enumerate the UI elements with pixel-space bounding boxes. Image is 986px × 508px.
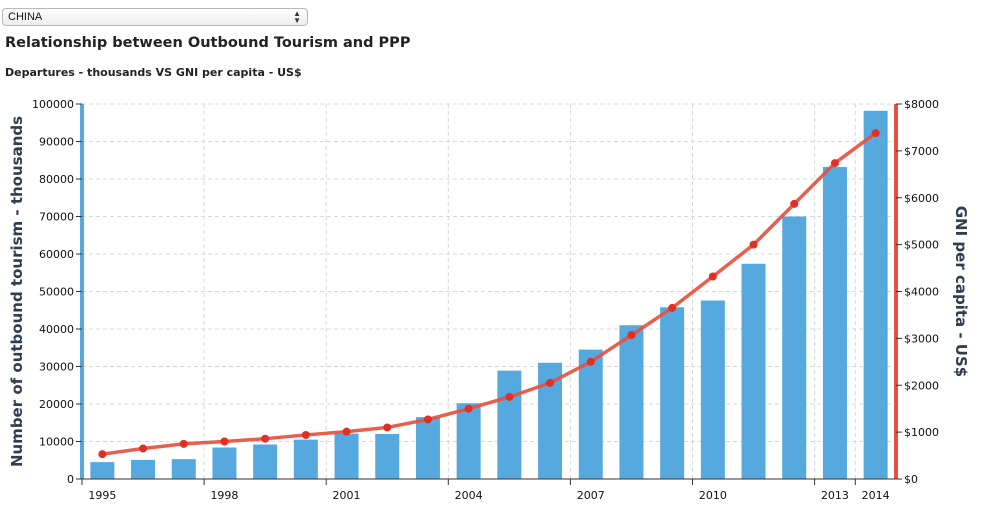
bar-2002 (375, 434, 400, 479)
bar-2010 (700, 300, 725, 479)
left-axis-title: Number of outbound tourism - thousands (8, 116, 26, 467)
gni-line (102, 131, 877, 456)
right-tick-label: $7000 (904, 145, 939, 158)
x-tick-label: 2004 (455, 489, 483, 502)
bar-2009 (660, 307, 685, 479)
right-tick-label: $1000 (904, 426, 939, 439)
left-tick-label: 40000 (39, 323, 74, 336)
bar-2007 (578, 349, 603, 479)
bar-1998 (212, 447, 237, 479)
x-tick-label: 2014 (862, 489, 890, 502)
right-tick-label: $4000 (904, 286, 939, 299)
bar-2014 (863, 110, 888, 479)
gni-point-2002 (383, 423, 392, 432)
bar-2012 (782, 216, 807, 479)
chart-title: Relationship between Outbound Tourism an… (5, 35, 411, 51)
x-tick-label: 2013 (821, 489, 849, 502)
gni-point-2001 (342, 427, 351, 436)
bar-2004 (456, 403, 481, 479)
gni-point-2009 (668, 303, 677, 312)
right-tick-label: $0 (904, 473, 918, 486)
bar-1996 (131, 459, 156, 479)
gni-point-2014 (871, 129, 880, 138)
country-select-value: CHINA (8, 11, 43, 23)
right-tick-label: $5000 (904, 239, 939, 252)
chart-subtitle: Departures - thousands VS GNI per capita… (5, 66, 302, 79)
right-tick-label: $6000 (904, 192, 939, 205)
gni-point-2000 (301, 430, 310, 439)
gni-point-1999 (261, 434, 270, 443)
right-tick-label: $3000 (904, 332, 939, 345)
bar-2000 (293, 439, 318, 479)
gni-point-2012 (790, 199, 799, 208)
bar-2005 (497, 370, 522, 479)
left-tick-label: 0 (67, 473, 74, 486)
bar-1997 (171, 459, 196, 479)
country-select[interactable]: CHINA ▲ ▼ (2, 8, 308, 26)
gni-point-2003 (423, 415, 432, 424)
gni-point-1995 (98, 450, 107, 459)
bar-1995 (90, 462, 115, 479)
x-tick-label: 2010 (699, 489, 727, 502)
left-tick-label: 10000 (39, 436, 74, 449)
left-tick-label: 100000 (32, 98, 74, 111)
left-tick-label: 20000 (39, 398, 74, 411)
gni-point-1998 (220, 437, 229, 446)
right-tick-label: $8000 (904, 98, 939, 111)
gni-point-2013 (830, 159, 839, 168)
bar-2013 (822, 167, 847, 479)
left-tick-label: 70000 (39, 211, 74, 224)
right-axis-title: GNI per capita - US$ (952, 206, 970, 377)
bar-2003 (415, 417, 440, 479)
left-tick-label: 30000 (39, 361, 74, 374)
gni-point-1997 (179, 439, 188, 448)
gni-point-2008 (627, 331, 636, 340)
bar-2011 (741, 263, 766, 479)
right-tick-label: $2000 (904, 379, 939, 392)
x-tick-label: 1995 (88, 489, 116, 502)
select-arrows-icon: ▲ ▼ (293, 9, 301, 25)
left-tick-label: 50000 (39, 286, 74, 299)
bar-1999 (253, 444, 278, 479)
gni-point-2006 (546, 378, 555, 387)
x-tick-label: 1998 (210, 489, 238, 502)
left-tick-label: 80000 (39, 173, 74, 186)
gni-point-2007 (586, 357, 595, 366)
left-tick-label: 90000 (39, 136, 74, 149)
gni-point-2005 (505, 392, 514, 401)
bar-2001 (334, 433, 359, 479)
bar-2008 (619, 325, 644, 479)
gni-point-2010 (708, 272, 717, 281)
left-tick-label: 60000 (39, 248, 74, 261)
gni-point-2004 (464, 404, 473, 413)
gni-point-1996 (139, 444, 148, 453)
x-tick-label: 2007 (577, 489, 605, 502)
gni-point-2011 (749, 240, 758, 249)
x-tick-label: 2001 (333, 489, 361, 502)
